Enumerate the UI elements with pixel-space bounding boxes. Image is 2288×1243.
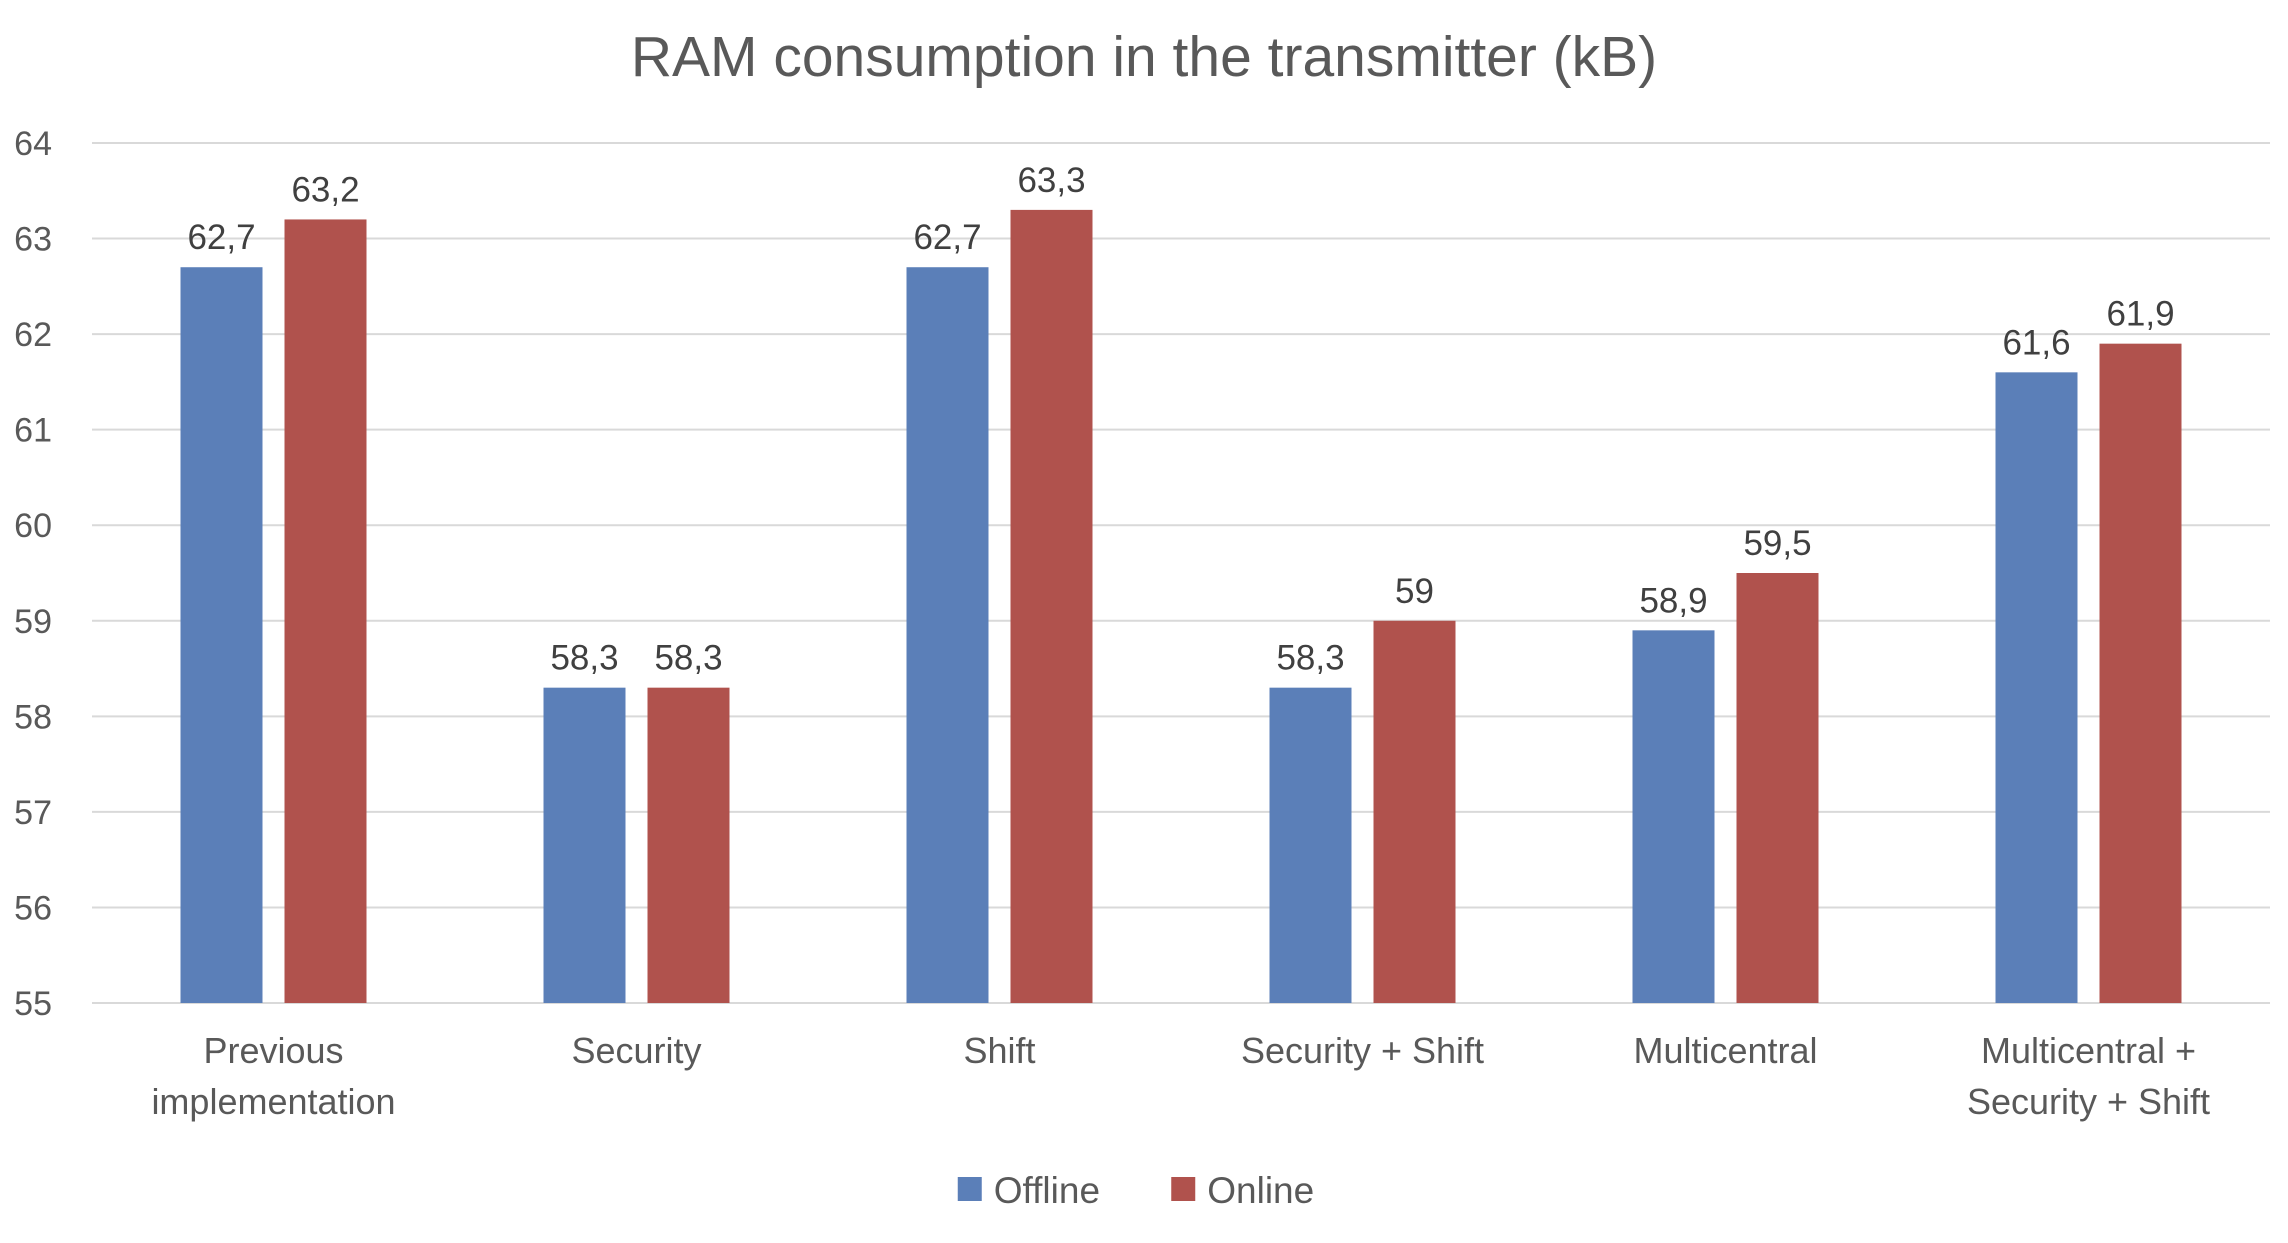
y-tick-label: 61 (14, 412, 52, 450)
y-tick-label: 59 (14, 603, 52, 641)
bars (180, 209, 2182, 1004)
legend-swatch-online (1171, 1177, 1196, 1201)
data-label-online-3: 59 (1395, 572, 1434, 611)
bar-offline-4 (1632, 630, 1715, 1003)
data-label-online-0: 63,2 (291, 170, 359, 209)
y-tick-label: 60 (14, 507, 52, 545)
bar-online-4 (1736, 573, 1819, 1003)
bar-offline-2 (906, 267, 989, 1003)
bar-offline-5 (1995, 372, 2078, 1003)
x-tick-label: Security + Shift (1241, 1030, 1484, 1071)
data-label-offline-1: 58,3 (550, 639, 618, 678)
x-tick-label: Previous (203, 1030, 343, 1071)
x-tick-label: Security + Shift (1967, 1081, 2210, 1122)
data-label-offline-2: 62,7 (913, 218, 981, 257)
y-tick-label: 62 (14, 316, 52, 354)
y-tick-label: 55 (14, 985, 52, 1023)
x-tick-label: Multicentral (1633, 1030, 1817, 1071)
data-label-online-1: 58,3 (654, 639, 722, 678)
x-tick-label: Shift (963, 1030, 1035, 1071)
bar-online-2 (1010, 209, 1093, 1003)
y-tick-label: 64 (14, 125, 52, 163)
legend-swatch-offline (957, 1177, 982, 1201)
x-tick-label: Multicentral + (1981, 1030, 2196, 1071)
y-tick-label: 58 (14, 698, 52, 736)
data-label-online-5: 61,9 (2106, 295, 2174, 334)
x-axis: Previous implementation Security Shift Secur… (151, 1030, 2210, 1122)
data-label-offline-4: 58,9 (1639, 581, 1707, 620)
bar-online-1 (647, 687, 730, 1003)
gridlines (92, 142, 2270, 1004)
legend: Offline Online (957, 1170, 1314, 1211)
y-tick-label: 56 (14, 889, 52, 927)
x-tick-label: Security (571, 1030, 701, 1071)
data-label-offline-5: 61,6 (2002, 323, 2070, 362)
bar-offline-3 (1269, 687, 1352, 1003)
data-label-offline-3: 58,3 (1276, 639, 1344, 678)
legend-label-offline: Offline (994, 1170, 1100, 1211)
y-tick-label: 57 (14, 794, 52, 832)
bar-online-3 (1373, 620, 1456, 1003)
y-tick-label: 63 (14, 221, 52, 259)
data-label-online-2: 63,3 (1017, 161, 1085, 200)
data-labels: 62,7 63,2 58,3 58,3 62,7 63,3 58,3 59 58,9 59,5 61… (187, 161, 2174, 678)
x-tick-label: implementation (151, 1081, 395, 1122)
bar-offline-0 (180, 267, 263, 1003)
bar-offline-1 (543, 687, 626, 1003)
bar-online-0 (284, 219, 367, 1003)
data-label-offline-0: 62,7 (187, 218, 255, 257)
chart-title: RAM consumption in the transmitter (kB) (631, 25, 1657, 89)
bar-online-5 (2099, 343, 2182, 1004)
data-label-online-4: 59,5 (1743, 524, 1811, 563)
legend-label-online: Online (1207, 1170, 1314, 1211)
y-axis: 55 56 57 58 59 60 61 62 63 64 (14, 125, 52, 1023)
